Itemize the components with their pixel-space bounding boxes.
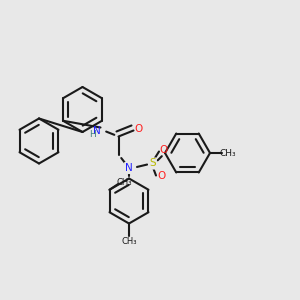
Text: O: O — [157, 171, 166, 182]
Text: S: S — [149, 158, 156, 169]
Text: N: N — [125, 163, 133, 173]
Text: H: H — [89, 130, 95, 139]
Text: CH₃: CH₃ — [121, 237, 137, 246]
Text: O: O — [159, 145, 168, 155]
Text: CH₃: CH₃ — [219, 148, 236, 158]
Text: CH₃: CH₃ — [117, 178, 132, 187]
Text: N: N — [93, 126, 101, 136]
Text: O: O — [134, 124, 142, 134]
